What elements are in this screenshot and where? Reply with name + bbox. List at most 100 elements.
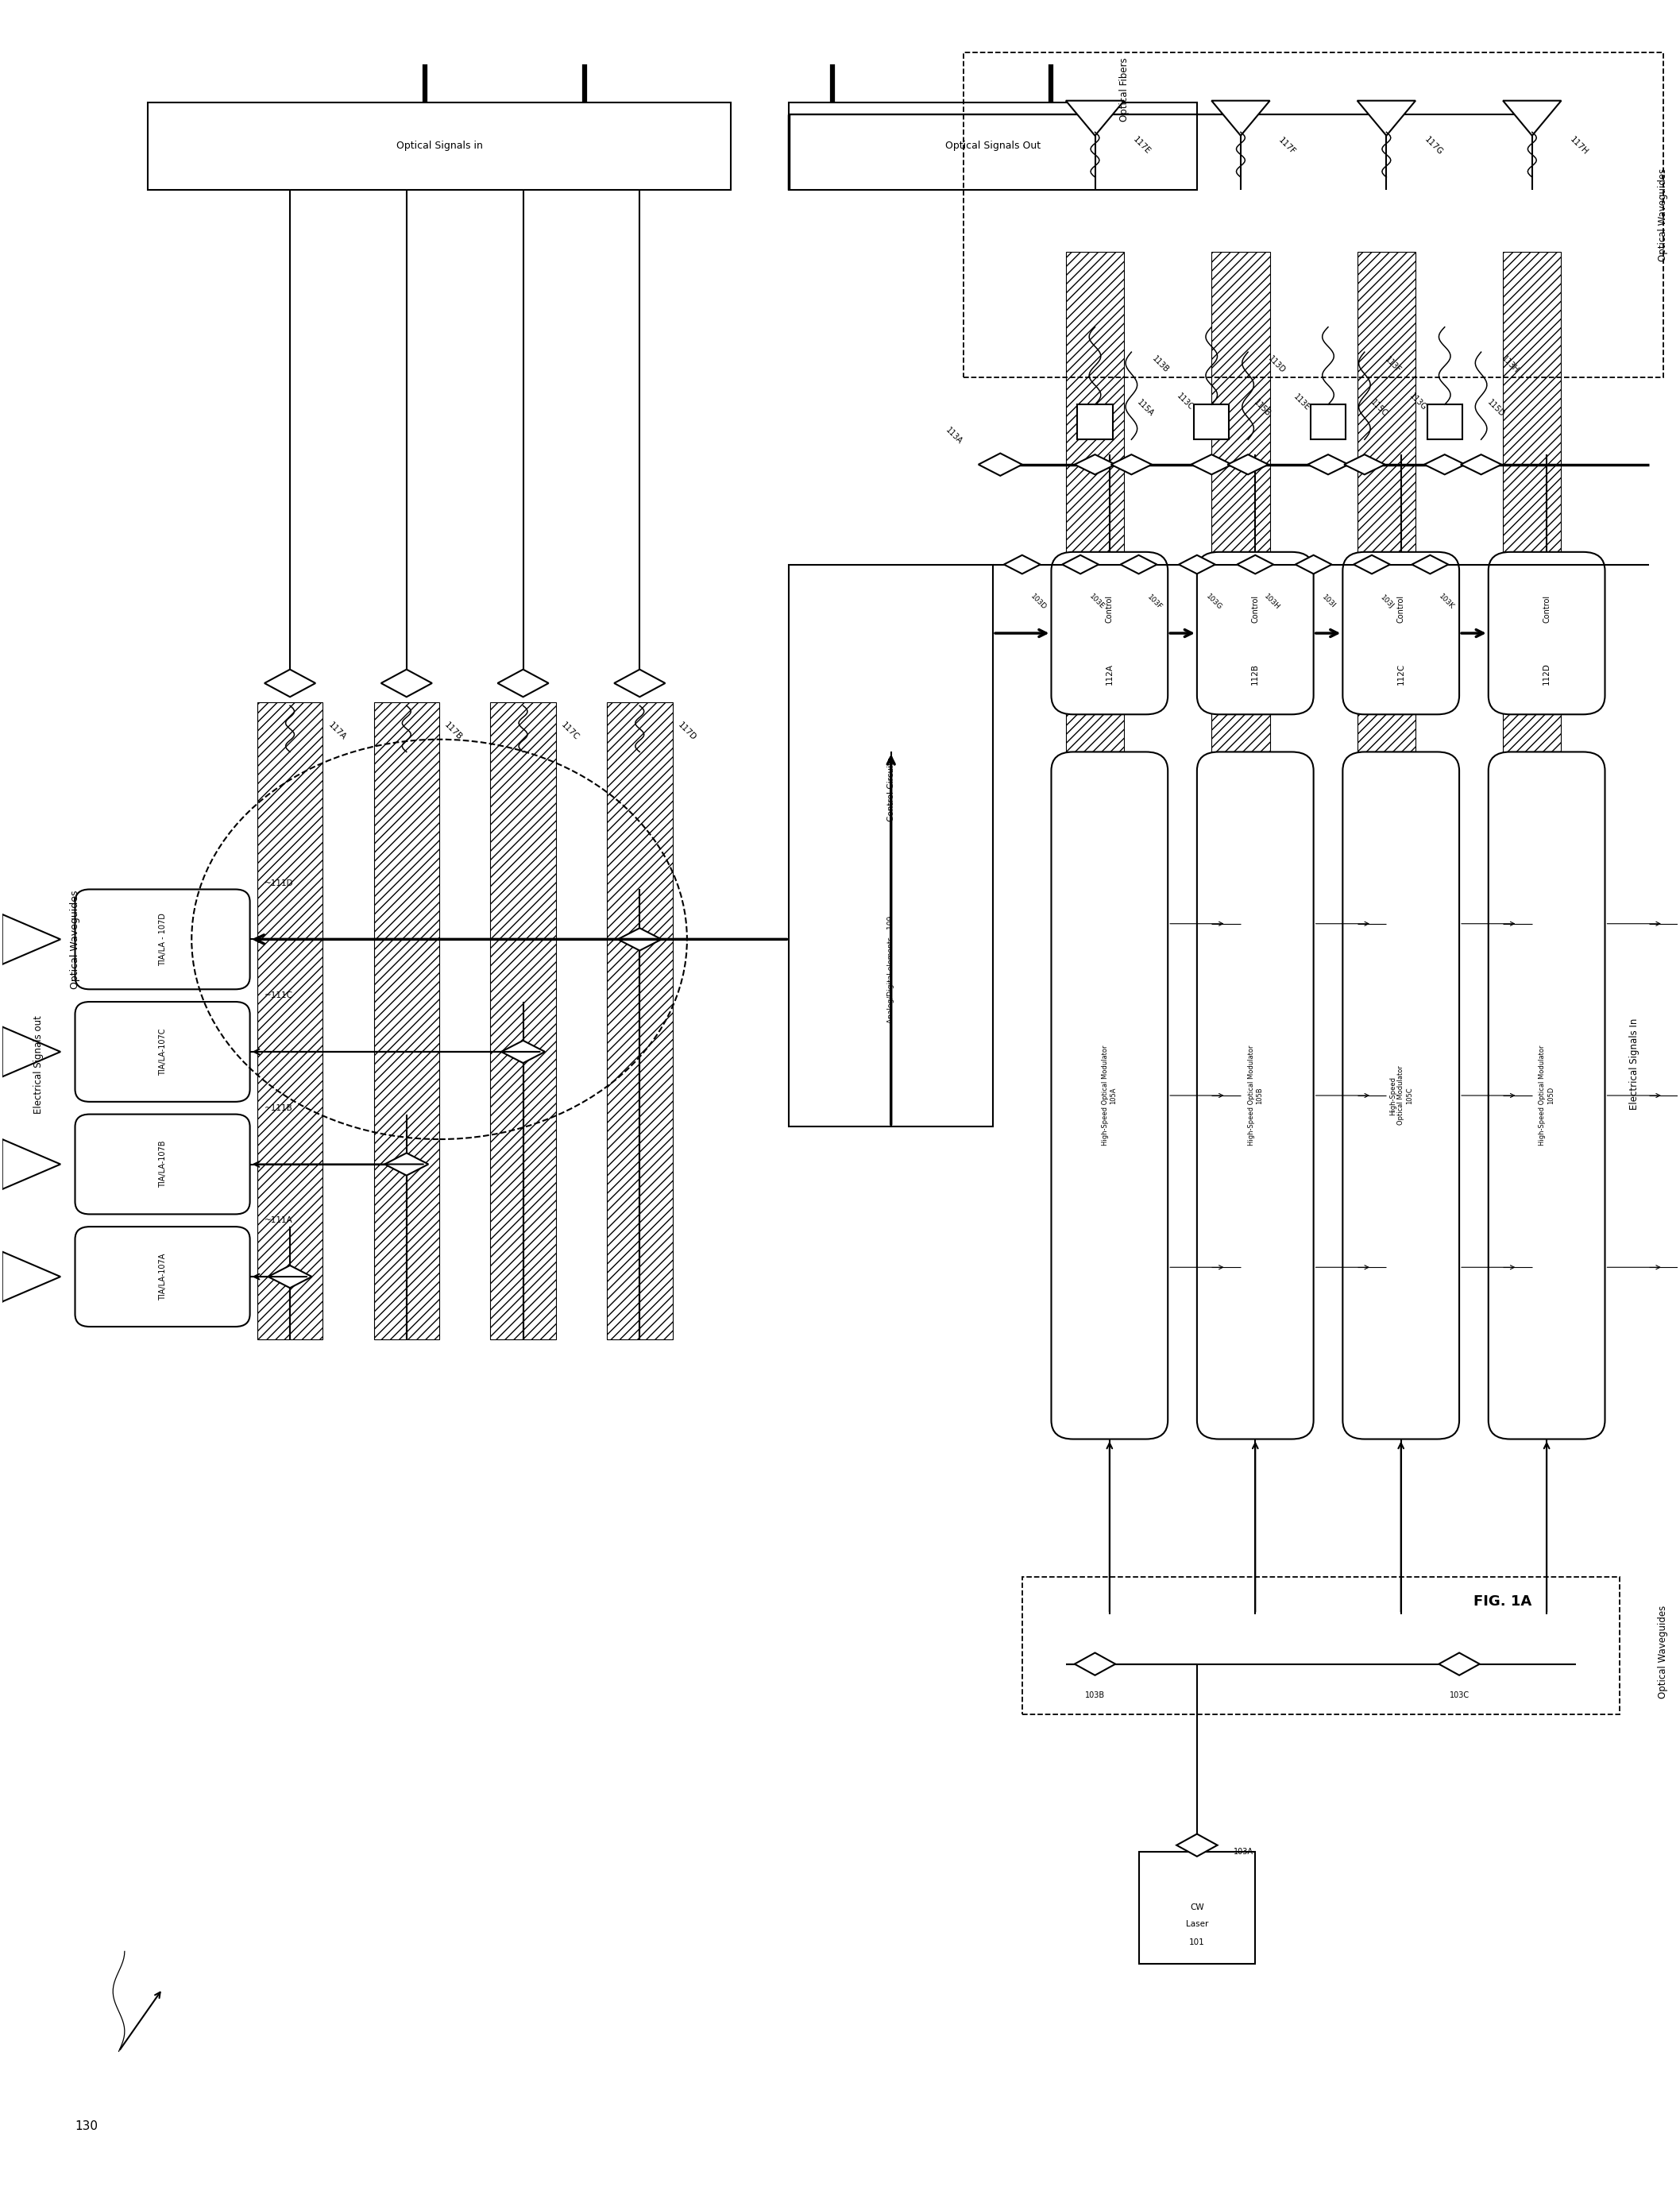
FancyBboxPatch shape xyxy=(76,1115,250,1214)
Text: 103B: 103B xyxy=(1085,1691,1105,1700)
Text: High-Speed Optical Modulator
105B: High-Speed Optical Modulator 105B xyxy=(1248,1045,1263,1146)
Text: TIA/LA-107B: TIA/LA-107B xyxy=(158,1142,166,1188)
FancyBboxPatch shape xyxy=(1342,752,1460,1439)
Polygon shape xyxy=(1295,554,1332,574)
FancyBboxPatch shape xyxy=(1488,552,1604,714)
Text: 113B: 113B xyxy=(1151,355,1169,375)
Bar xyxy=(1428,405,1462,440)
Bar xyxy=(1504,252,1561,752)
Text: Optical Signals in: Optical Signals in xyxy=(396,140,482,151)
FancyBboxPatch shape xyxy=(76,1001,250,1102)
Text: Laser: Laser xyxy=(1186,1919,1208,1928)
Text: 112C: 112C xyxy=(1398,664,1404,684)
Text: Electrical Signals In: Electrical Signals In xyxy=(1630,1019,1640,1111)
Text: 113D: 113D xyxy=(1267,355,1287,375)
Text: High-Speed
Optical Modulator
105C: High-Speed Optical Modulator 105C xyxy=(1389,1065,1413,1126)
FancyBboxPatch shape xyxy=(76,1227,250,1328)
Text: Control Circuits: Control Circuits xyxy=(887,758,895,822)
Text: 101: 101 xyxy=(1189,1939,1205,1946)
Text: 113C: 113C xyxy=(1174,392,1194,412)
Polygon shape xyxy=(1121,554,1158,574)
FancyBboxPatch shape xyxy=(1196,752,1314,1439)
Text: 103D: 103D xyxy=(1030,592,1048,611)
Text: 117E: 117E xyxy=(1131,136,1152,156)
Text: ~111A: ~111A xyxy=(264,1216,292,1225)
Polygon shape xyxy=(264,670,316,697)
Text: High-Speed Optical Modulator
105A: High-Speed Optical Modulator 105A xyxy=(1102,1045,1117,1146)
Polygon shape xyxy=(618,929,662,951)
FancyBboxPatch shape xyxy=(1052,752,1168,1439)
Text: Electrical Signals out: Electrical Signals out xyxy=(34,1014,44,1113)
Bar xyxy=(148,103,731,191)
Polygon shape xyxy=(1228,454,1268,475)
Text: Control: Control xyxy=(1252,596,1260,622)
Text: 112D: 112D xyxy=(1542,662,1551,686)
Polygon shape xyxy=(1075,1652,1116,1676)
Polygon shape xyxy=(385,1152,428,1174)
Text: 115B: 115B xyxy=(1252,399,1272,418)
Polygon shape xyxy=(1211,101,1270,136)
Text: 113A: 113A xyxy=(944,425,964,445)
Text: 117C: 117C xyxy=(559,721,581,741)
Text: 103H: 103H xyxy=(1263,594,1282,611)
Polygon shape xyxy=(978,454,1021,475)
FancyBboxPatch shape xyxy=(1052,552,1168,714)
Text: 115D: 115D xyxy=(1485,399,1505,418)
Text: 112B: 112B xyxy=(1252,664,1260,684)
Polygon shape xyxy=(1357,101,1416,136)
Polygon shape xyxy=(1005,554,1040,574)
Text: Optical Fibers: Optical Fibers xyxy=(1119,57,1129,123)
Text: 117F: 117F xyxy=(1277,136,1297,156)
Polygon shape xyxy=(1438,1652,1480,1676)
Polygon shape xyxy=(1075,454,1116,475)
Polygon shape xyxy=(269,1266,312,1288)
Text: 115C: 115C xyxy=(1369,399,1389,418)
Text: 113H: 113H xyxy=(1500,355,1520,375)
Text: 103K: 103K xyxy=(1438,594,1455,611)
Polygon shape xyxy=(1179,554,1215,574)
Text: 115A: 115A xyxy=(1136,399,1156,418)
Polygon shape xyxy=(381,670,432,697)
FancyBboxPatch shape xyxy=(1196,552,1314,714)
Bar xyxy=(964,53,1663,377)
Polygon shape xyxy=(1191,454,1231,475)
Bar xyxy=(1021,1578,1620,1713)
Text: Control: Control xyxy=(1105,596,1114,622)
Polygon shape xyxy=(615,670,665,697)
Text: 130: 130 xyxy=(76,2121,97,2132)
Bar xyxy=(1065,252,1124,752)
Text: TIA/LA-107C: TIA/LA-107C xyxy=(158,1028,166,1076)
Text: 103J: 103J xyxy=(1379,594,1396,609)
Text: 117H: 117H xyxy=(1569,136,1589,156)
Bar xyxy=(257,701,323,1339)
Text: Analog/Digital elements - 109: Analog/Digital elements - 109 xyxy=(887,916,894,1023)
Polygon shape xyxy=(1065,101,1124,136)
Bar xyxy=(1139,1851,1255,1963)
Text: Control: Control xyxy=(1542,596,1551,622)
Text: Optical Waveguides: Optical Waveguides xyxy=(1658,169,1668,261)
Text: 113F: 113F xyxy=(1383,355,1403,375)
Text: 117D: 117D xyxy=(675,721,697,743)
Polygon shape xyxy=(1354,554,1389,574)
Bar xyxy=(1211,252,1270,752)
Text: FIG. 1A: FIG. 1A xyxy=(1473,1595,1532,1608)
Text: Optical Waveguides: Optical Waveguides xyxy=(71,890,81,988)
FancyBboxPatch shape xyxy=(76,890,250,990)
Text: 103F: 103F xyxy=(1146,594,1164,611)
Polygon shape xyxy=(1411,554,1448,574)
Polygon shape xyxy=(1460,454,1502,475)
Bar xyxy=(491,701,556,1339)
Bar xyxy=(1077,405,1112,440)
Bar xyxy=(790,103,1196,191)
Text: ~111B: ~111B xyxy=(264,1104,292,1113)
Text: 117A: 117A xyxy=(326,721,348,741)
Text: TIA/LA - 107D: TIA/LA - 107D xyxy=(158,914,166,966)
Text: 117B: 117B xyxy=(444,721,464,741)
Text: CW: CW xyxy=(1189,1904,1205,1911)
Polygon shape xyxy=(1110,454,1152,475)
Bar xyxy=(790,565,993,1126)
Bar xyxy=(373,701,438,1339)
Text: 103I: 103I xyxy=(1320,594,1337,609)
Text: 117G: 117G xyxy=(1423,136,1445,156)
Text: ~111D: ~111D xyxy=(264,879,294,887)
